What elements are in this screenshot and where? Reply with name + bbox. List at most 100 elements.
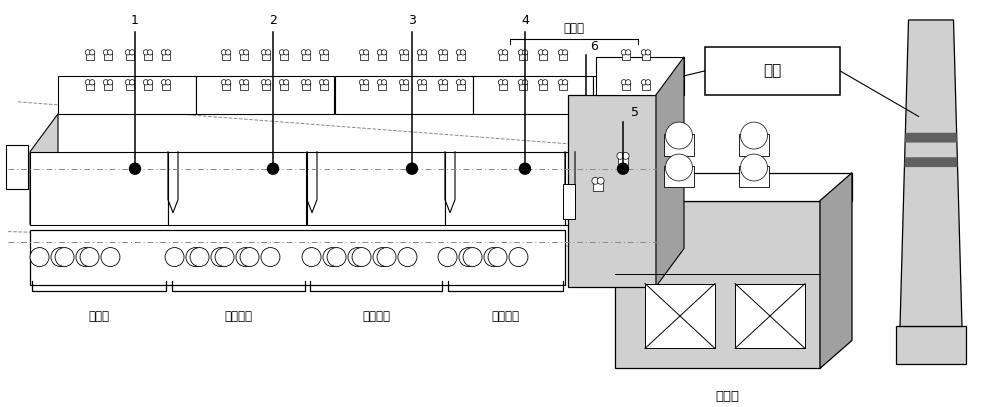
Bar bbox=[622, 53, 630, 60]
Circle shape bbox=[186, 247, 205, 267]
Circle shape bbox=[502, 50, 508, 55]
Bar bbox=[378, 83, 386, 90]
Bar bbox=[280, 53, 288, 60]
Polygon shape bbox=[656, 57, 684, 287]
Bar bbox=[162, 53, 170, 60]
Circle shape bbox=[240, 247, 259, 267]
Circle shape bbox=[103, 80, 109, 85]
Circle shape bbox=[403, 80, 409, 85]
Polygon shape bbox=[820, 173, 852, 368]
Bar bbox=[307, 152, 445, 225]
Bar bbox=[563, 184, 575, 219]
Circle shape bbox=[215, 247, 234, 267]
Bar bbox=[104, 53, 112, 60]
Circle shape bbox=[221, 50, 227, 55]
Circle shape bbox=[618, 163, 629, 174]
Bar bbox=[539, 53, 547, 60]
Text: 换热器: 换热器 bbox=[716, 390, 740, 403]
Bar bbox=[418, 83, 426, 90]
Bar bbox=[642, 83, 650, 90]
Bar bbox=[320, 53, 328, 60]
Circle shape bbox=[641, 80, 647, 85]
Circle shape bbox=[101, 247, 120, 267]
Polygon shape bbox=[904, 157, 958, 167]
Circle shape bbox=[225, 50, 231, 55]
Circle shape bbox=[666, 122, 693, 149]
Circle shape bbox=[161, 80, 167, 85]
Circle shape bbox=[621, 80, 627, 85]
Circle shape bbox=[463, 247, 482, 267]
Circle shape bbox=[403, 50, 409, 55]
Circle shape bbox=[261, 50, 267, 55]
Bar bbox=[168, 152, 306, 225]
Bar bbox=[240, 53, 248, 60]
Circle shape bbox=[621, 50, 627, 55]
Bar bbox=[618, 157, 628, 166]
Circle shape bbox=[89, 80, 95, 85]
Circle shape bbox=[484, 247, 503, 267]
Bar bbox=[519, 83, 527, 90]
Circle shape bbox=[377, 247, 396, 267]
Circle shape bbox=[211, 247, 230, 267]
Circle shape bbox=[442, 50, 448, 55]
Bar bbox=[400, 53, 408, 60]
Text: 均热段: 均热段 bbox=[88, 311, 110, 324]
Circle shape bbox=[741, 154, 768, 181]
Bar bbox=[439, 53, 447, 60]
Text: 6: 6 bbox=[590, 40, 598, 53]
Bar bbox=[519, 53, 527, 60]
Circle shape bbox=[741, 122, 768, 149]
Circle shape bbox=[460, 50, 466, 55]
Bar bbox=[664, 166, 694, 188]
Text: 1: 1 bbox=[131, 14, 139, 27]
Bar bbox=[559, 53, 567, 60]
Circle shape bbox=[488, 247, 507, 267]
Bar bbox=[144, 53, 152, 60]
Circle shape bbox=[236, 247, 255, 267]
Bar bbox=[739, 133, 769, 155]
Circle shape bbox=[641, 50, 647, 55]
Circle shape bbox=[377, 80, 383, 85]
Bar bbox=[539, 83, 547, 90]
Bar bbox=[705, 47, 840, 95]
Circle shape bbox=[55, 247, 74, 267]
Circle shape bbox=[243, 80, 249, 85]
Polygon shape bbox=[196, 76, 334, 114]
Circle shape bbox=[221, 80, 227, 85]
Circle shape bbox=[399, 80, 405, 85]
Bar bbox=[240, 83, 248, 90]
Circle shape bbox=[85, 50, 91, 55]
Bar bbox=[735, 284, 805, 348]
Circle shape bbox=[305, 50, 311, 55]
Circle shape bbox=[323, 247, 342, 267]
Text: 烟囱: 烟囱 bbox=[763, 63, 782, 79]
Circle shape bbox=[161, 50, 167, 55]
Polygon shape bbox=[30, 114, 58, 225]
Bar bbox=[30, 230, 565, 284]
Circle shape bbox=[363, 50, 369, 55]
Bar bbox=[262, 83, 270, 90]
Circle shape bbox=[103, 50, 109, 55]
Circle shape bbox=[542, 80, 548, 85]
Circle shape bbox=[268, 163, 278, 174]
Circle shape bbox=[542, 50, 548, 55]
Circle shape bbox=[279, 50, 285, 55]
Circle shape bbox=[522, 80, 528, 85]
Circle shape bbox=[301, 80, 307, 85]
Circle shape bbox=[558, 50, 564, 55]
Bar bbox=[400, 83, 408, 90]
Bar bbox=[622, 83, 630, 90]
Circle shape bbox=[460, 80, 466, 85]
Bar bbox=[378, 53, 386, 60]
Circle shape bbox=[80, 247, 99, 267]
Circle shape bbox=[147, 50, 153, 55]
Circle shape bbox=[359, 80, 365, 85]
Bar bbox=[559, 83, 567, 90]
Text: 5: 5 bbox=[631, 106, 639, 119]
Circle shape bbox=[261, 80, 267, 85]
Circle shape bbox=[283, 50, 289, 55]
Circle shape bbox=[327, 247, 346, 267]
Circle shape bbox=[279, 80, 285, 85]
Circle shape bbox=[625, 80, 631, 85]
Bar bbox=[280, 83, 288, 90]
